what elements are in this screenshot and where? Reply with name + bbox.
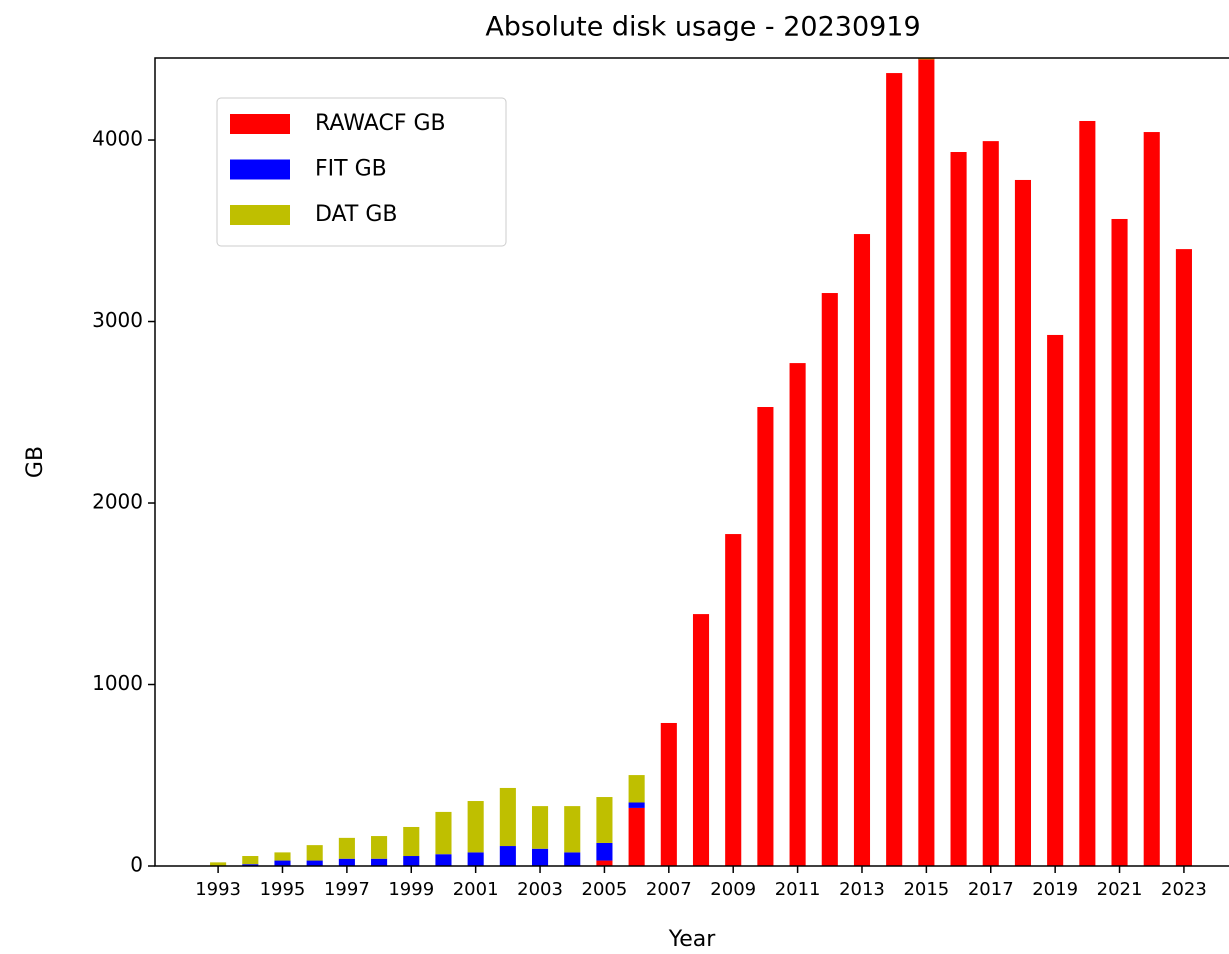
- bar: [886, 73, 903, 867]
- bar: [1143, 132, 1160, 866]
- bar: [692, 614, 710, 866]
- bar: [306, 845, 323, 861]
- bar: [242, 856, 259, 865]
- bar: [435, 854, 452, 866]
- bar: [789, 363, 806, 866]
- x-tick-label: 2009: [710, 879, 756, 900]
- bar: [403, 856, 420, 866]
- bar: [853, 234, 871, 866]
- bar: [403, 826, 420, 857]
- x-tick-label: 2023: [1161, 879, 1207, 900]
- x-tick-label: 2007: [646, 879, 692, 900]
- bar: [1079, 120, 1096, 866]
- bar: [628, 802, 645, 808]
- bar: [338, 858, 355, 866]
- bar: [596, 797, 613, 843]
- x-tick-label: 1995: [260, 879, 306, 900]
- y-tick-label: 3000: [92, 308, 143, 332]
- bar: [242, 864, 259, 866]
- bar: [628, 807, 645, 866]
- bar: [1014, 179, 1032, 866]
- bar: [306, 860, 323, 866]
- bar: [371, 858, 388, 866]
- x-tick-label: 2013: [839, 879, 885, 900]
- bar: [210, 862, 227, 866]
- bar: [499, 787, 516, 847]
- bar: [660, 722, 677, 866]
- legend-label: RAWACF GB: [315, 111, 446, 136]
- bar: [1111, 218, 1128, 867]
- x-tick-label: 2021: [1097, 879, 1143, 900]
- y-tick-label: 1000: [92, 671, 143, 695]
- bar: [274, 852, 291, 861]
- legend-swatch: [230, 159, 290, 180]
- x-tick-label: 2005: [582, 879, 628, 900]
- x-tick-label: 2003: [517, 879, 563, 900]
- x-tick-label: 1993: [195, 879, 241, 900]
- x-tick-label: 2001: [453, 879, 499, 900]
- bar: [564, 852, 581, 866]
- legend-swatch: [230, 205, 290, 225]
- bar: [982, 141, 999, 866]
- x-tick-label: 2015: [903, 879, 949, 900]
- y-axis-label: GB: [23, 446, 48, 478]
- legend-swatch: [230, 114, 290, 134]
- bar: [596, 842, 613, 861]
- bar: [1047, 334, 1064, 867]
- x-tick-label: 2011: [775, 879, 821, 900]
- bar: [467, 801, 484, 853]
- bar: [564, 806, 581, 853]
- x-tick-label: 1997: [324, 879, 370, 900]
- bar: [757, 407, 774, 866]
- bar: [821, 293, 838, 866]
- bar: [435, 811, 452, 855]
- x-tick-label: 1999: [388, 879, 434, 900]
- x-tick-label: 2017: [968, 879, 1014, 900]
- bar: [950, 152, 967, 866]
- legend-label: DAT GB: [315, 202, 397, 227]
- bar: [499, 846, 516, 866]
- bar: [467, 852, 484, 866]
- bar: [274, 860, 291, 866]
- bar: [725, 534, 742, 866]
- bar: [338, 837, 355, 859]
- legend-label: FIT GB: [315, 157, 387, 182]
- axes-frame: [154, 57, 1229, 867]
- bar: [1175, 249, 1192, 866]
- bar: [628, 775, 645, 803]
- y-tick-label: 4000: [92, 127, 143, 151]
- bar: [918, 58, 935, 866]
- x-tick-label: 2019: [1032, 879, 1078, 900]
- bar: [596, 860, 613, 866]
- bar: [531, 806, 549, 849]
- y-tick-label: 0: [130, 853, 143, 877]
- x-axis-label: Year: [668, 927, 717, 952]
- bar: [371, 836, 388, 859]
- y-tick-label: 2000: [92, 490, 143, 514]
- chart-title: Absolute disk usage - 20230919: [485, 12, 920, 43]
- bar: [531, 848, 549, 866]
